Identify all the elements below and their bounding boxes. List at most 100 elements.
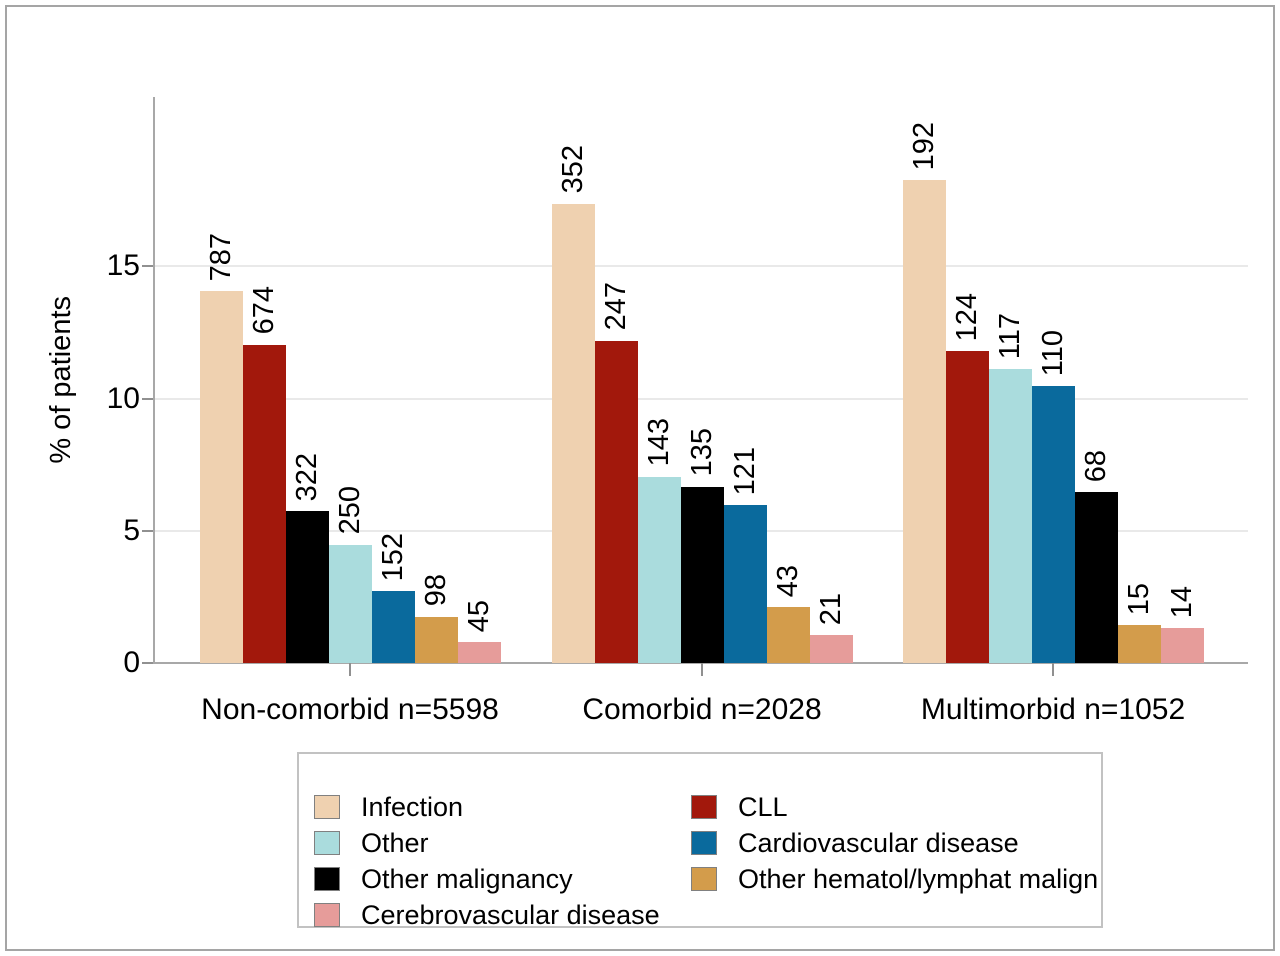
bar-value-text: 21 [814,593,847,626]
legend-swatch [691,831,717,855]
bar-value-label: 15 [1118,583,1161,615]
x-tick-2 [1052,663,1054,676]
bar-value-text: 192 [907,121,940,171]
y-tick-10 [142,397,155,400]
bar-cll [594,340,638,663]
bar-infection [551,203,595,663]
bar-value-text: 45 [462,599,495,632]
bar-other [637,476,681,663]
bar-value-label: 674 [243,286,286,334]
bar-value-label: 98 [415,574,458,606]
bar-value-label: 152 [372,533,415,581]
bar-value-label: 45 [458,600,501,632]
x-tick-0 [349,663,351,676]
bar-value-label: 21 [810,593,853,625]
bar-value-text: 787 [204,232,237,282]
bar-value-text: 121 [728,446,761,496]
gridline-15 [155,265,1248,268]
legend-item-infection: Infection [314,792,463,822]
bar-value-text: 250 [333,486,366,535]
bar-value-text: 110 [1036,330,1069,377]
bar-cerebrovascular-disease [457,641,501,663]
legend: Infection Other Other malignancy Cerebrovas… [297,752,1103,930]
legend-label: Other hematol/lymphat malign [738,864,1099,894]
bar-value-label: 117 [989,313,1032,359]
legend-label: Other malignancy [361,864,573,894]
x-category-label: Comorbid n=2028 [582,693,822,726]
bar-cll [242,344,286,663]
bar-infection [199,291,243,663]
bar-other-malignancy [285,510,329,663]
bar-other-hematol-lymphat-malign [414,616,458,663]
x-category-label: Multimorbid n=1052 [920,693,1186,726]
bar-value-label: 143 [638,418,681,466]
legend-label: CLL [738,792,788,822]
y-axis-line [153,97,155,663]
x-tick-1 [701,663,703,676]
legend-label: Cardiovascular disease [738,828,1019,858]
bar-value-text: 674 [247,286,280,335]
x-category-label: Non-comorbid n=5598 [201,693,499,726]
bar-other [328,544,372,663]
y-tick-5 [142,529,155,532]
bar-cerebrovascular-disease [1160,627,1204,663]
y-axis-title: % of patients [36,97,86,663]
gridline-10 [155,397,1248,400]
bar-value-label: 247 [595,282,638,330]
bar-value-label: 787 [200,233,243,281]
bar-value-text: 98 [419,574,452,607]
bar-other [988,368,1032,663]
legend-item-other-malignancy: Other malignancy [314,864,573,894]
legend-swatch [691,795,717,819]
bar-value-label: 14 [1161,586,1204,618]
legend-item-other: Other [314,828,429,858]
legend-item-cardiovascular-disease: Cardiovascular disease [691,828,1019,858]
y-tick-15 [142,265,155,268]
bar-value-text: 247 [599,282,632,331]
bar-value-text: 143 [642,418,675,467]
legend-swatch [314,831,340,855]
bar-cardiovascular-disease [723,505,767,663]
y-tick-label-10: 10 [106,381,140,415]
legend-swatch [691,867,717,891]
bar-value-text: 135 [685,428,718,477]
bar-value-text: 15 [1122,582,1155,616]
legend-item-other-hematol-lymphat-malign: Other hematol/lymphat malign [691,864,1098,894]
bar-value-label: 43 [767,565,810,597]
legend-swatch [314,795,340,819]
legend-label: Other [361,828,429,858]
bar-cll [945,351,989,663]
legend-swatch [314,867,340,891]
bar-value-label: 250 [329,486,372,534]
bar-value-text: 352 [556,145,589,194]
bar-cardiovascular-disease [371,591,415,663]
legend-label: Cerebrovascular disease [361,900,660,930]
bar-value-label: 322 [286,453,329,501]
legend-item-cll: CLL [691,792,788,822]
bar-other-hematol-lymphat-malign [1117,625,1161,663]
bar-cardiovascular-disease [1031,386,1075,663]
bar-value-label: 110 [1032,330,1075,376]
y-axis-title-text: % of patients [44,296,77,464]
bar-infection [902,180,946,663]
bar-value-text: 124 [950,292,983,342]
bar-value-text: 68 [1079,449,1112,483]
bar-value-label: 135 [681,428,724,476]
bar-value-label: 192 [903,122,946,170]
bar-value-label: 352 [552,145,595,193]
bar-other-malignancy [680,486,724,663]
legend-swatch [314,903,340,927]
bar-value-text: 14 [1165,585,1198,618]
bar-value-label: 121 [724,447,767,495]
bar-value-text: 152 [376,532,409,582]
legend-item-cerebrovascular-disease: Cerebrovascular disease [314,900,660,930]
bar-value-text: 322 [290,452,323,501]
bar-cerebrovascular-disease [809,635,853,663]
bar-value-text: 117 [993,312,1026,359]
x-axis-line [153,662,1248,664]
legend-label: Infection [361,792,464,822]
bar-other-malignancy [1074,492,1118,663]
y-tick-label-15: 15 [106,249,140,283]
bar-value-label: 124 [946,293,989,341]
